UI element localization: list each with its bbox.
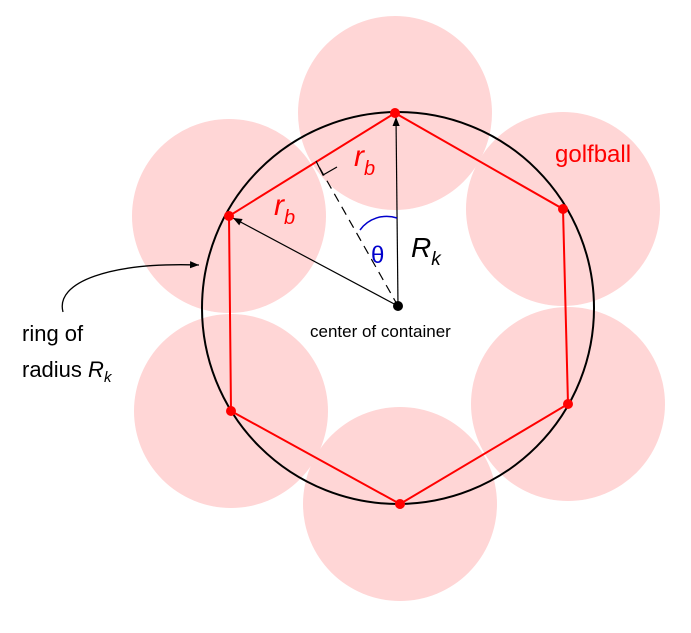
center-dot xyxy=(393,301,403,311)
theta-label: θ xyxy=(371,242,384,269)
rb-label-upper: rb xyxy=(354,140,375,180)
vertex-dot xyxy=(226,406,236,416)
rb-lower-b: b xyxy=(284,207,295,229)
rb-lower-r: r xyxy=(274,189,285,222)
radius-arrow-top xyxy=(392,116,400,307)
vertex-dot xyxy=(395,499,405,509)
right-angle-mark xyxy=(315,160,338,176)
theta-arc xyxy=(359,215,398,231)
ring-pointer-arrow xyxy=(61,261,200,313)
vertex-dots xyxy=(224,108,573,509)
rb-upper-b: b xyxy=(364,158,375,180)
dashed-bisector xyxy=(317,164,399,307)
radius-arrow-left xyxy=(232,217,399,307)
ring-label-radius-word: radius xyxy=(22,357,88,382)
rb-upper-r: r xyxy=(354,140,365,173)
golfball-label: golfball xyxy=(555,141,631,168)
Rk-k: k xyxy=(431,249,442,270)
vertex-dot xyxy=(224,211,234,221)
center-label: center of container xyxy=(310,322,451,341)
vertex-dot xyxy=(558,204,568,214)
vertex-dot xyxy=(390,108,400,118)
Rk-R: R xyxy=(411,232,431,263)
Rk-label: Rk xyxy=(411,232,442,270)
ring-label-k-subscript: k xyxy=(104,369,113,386)
ring-label-line1: ring of xyxy=(22,321,84,346)
vertex-dot xyxy=(563,399,573,409)
ring-label-line2: radius Rk xyxy=(22,357,113,386)
rb-label-lower: rb xyxy=(274,189,295,229)
ring-label-R-symbol: R xyxy=(88,357,104,382)
